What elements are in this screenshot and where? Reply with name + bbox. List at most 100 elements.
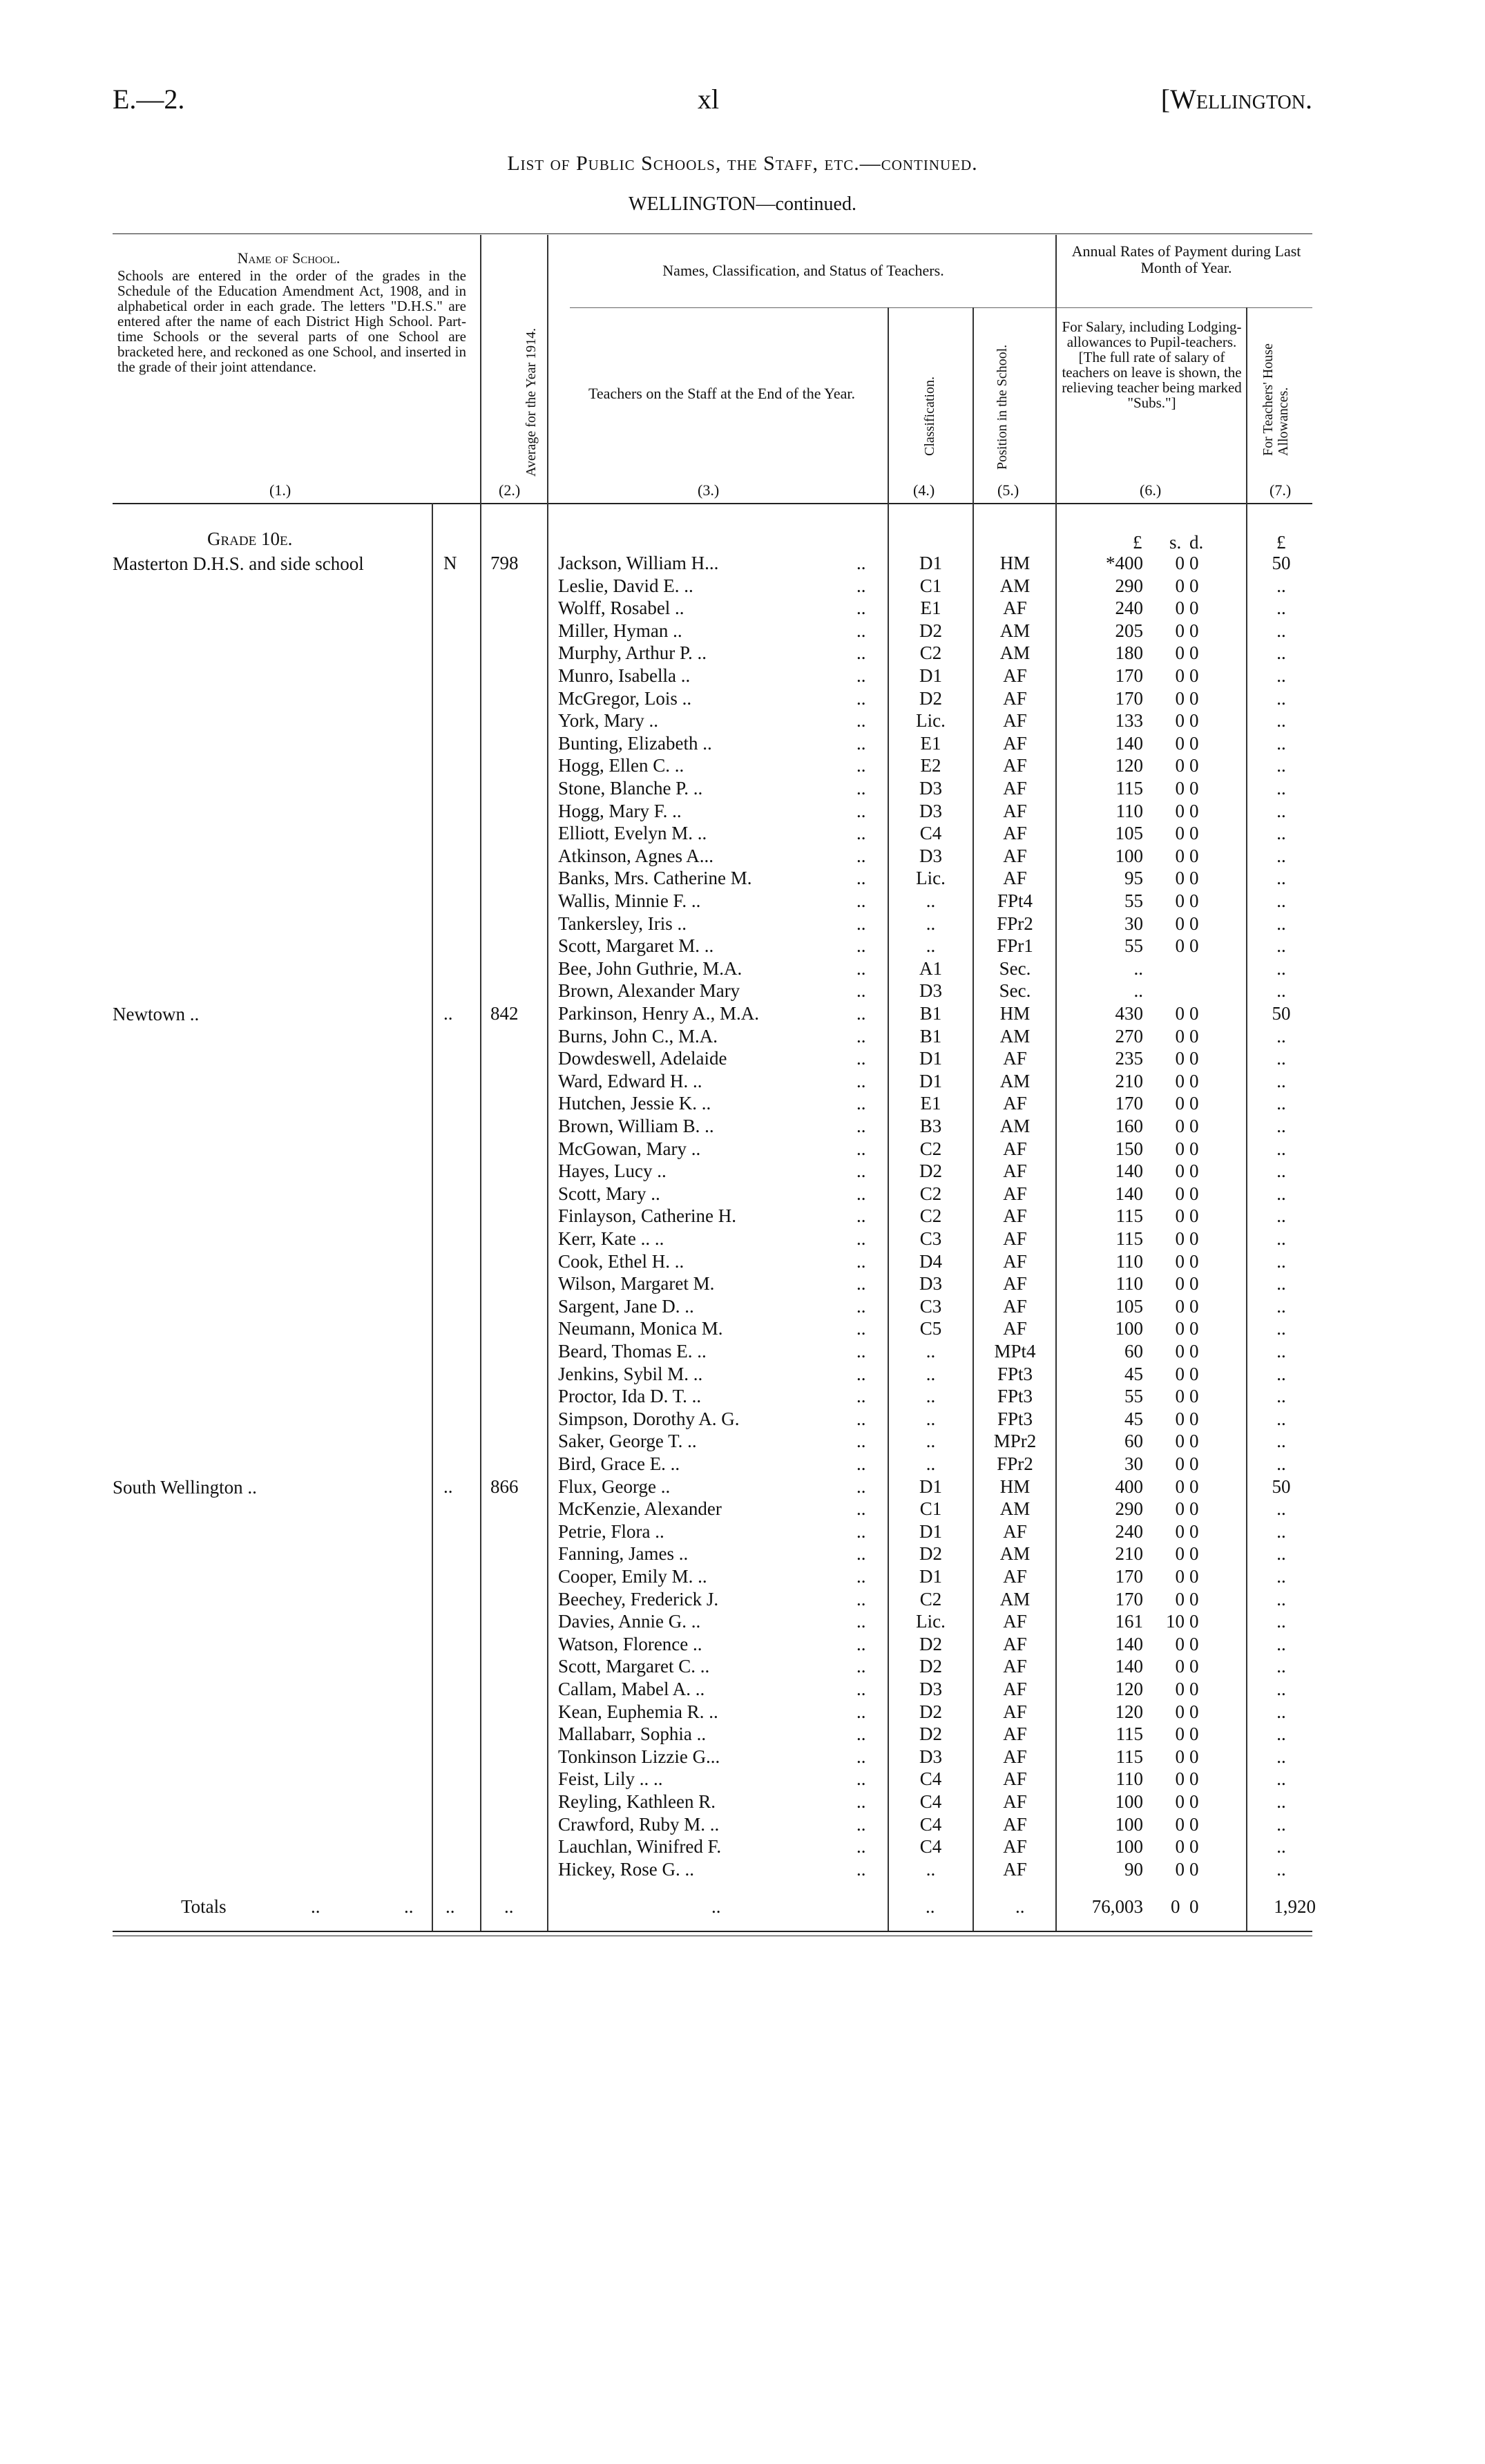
salary-pence: 0 — [1189, 1588, 1199, 1610]
teacher-name: Burns, John C., M.A. — [558, 1025, 718, 1047]
salary-pounds: 100 — [1115, 1813, 1144, 1835]
teacher-name: Wolff, Rosabel .. — [558, 598, 684, 619]
house-allowance: .. — [1276, 1656, 1286, 1677]
salary-pounds: 120 — [1115, 1679, 1144, 1699]
salary-shillings: 0 — [1175, 1205, 1185, 1227]
salary-shillings: 0 — [1175, 710, 1185, 732]
teacher-position: FPr2 — [997, 1453, 1033, 1474]
house-allowance: .. — [1276, 823, 1286, 844]
leader-dots: .. — [856, 1566, 866, 1587]
salary-pence: 0 — [1189, 1116, 1199, 1136]
salary-shillings: 0 — [1175, 642, 1185, 664]
leader-dots: .. — [856, 1205, 866, 1227]
teacher-position: AF — [1003, 1295, 1027, 1317]
salary-shillings: 0 — [1175, 890, 1185, 911]
teacher-classification: D1 — [919, 1048, 942, 1069]
teacher-position: FPt3 — [997, 1386, 1033, 1407]
salary-pounds: 240 — [1115, 1520, 1144, 1542]
salary-pence: 0 — [1189, 1295, 1199, 1317]
teacher-position: AF — [1003, 1746, 1027, 1767]
leader-dots: .. — [856, 1498, 866, 1520]
house-allowance: 50 — [1272, 1475, 1291, 1497]
teacher-name: Kean, Euphemia R. .. — [558, 1701, 718, 1722]
salary-pence: 0 — [1189, 575, 1199, 596]
salary-pence: 0 — [1189, 1386, 1199, 1407]
teacher-position: AF — [1003, 1633, 1027, 1654]
totals-house: 1,920 — [1274, 1896, 1316, 1917]
salary-pounds: 105 — [1115, 823, 1144, 844]
salary-pence: 0 — [1189, 687, 1199, 709]
col6-num: (6.) — [1140, 481, 1162, 499]
salary-pence: 0 — [1189, 845, 1199, 866]
teacher-name: Callam, Mabel A. .. — [558, 1679, 705, 1699]
salary-pounds: 240 — [1115, 598, 1144, 619]
salary-pence: 0 — [1189, 1656, 1199, 1677]
unit-shillings: s. — [1169, 532, 1182, 553]
house-allowance: .. — [1276, 1858, 1286, 1880]
teacher-classification: D2 — [919, 1701, 942, 1722]
salary-shillings: 0 — [1175, 1813, 1185, 1835]
salary-pence: 0 — [1189, 1048, 1199, 1069]
salary-pounds: 205 — [1115, 620, 1144, 641]
teacher-name: Beechey, Frederick J. — [558, 1588, 719, 1610]
salary-pence: 0 — [1189, 1498, 1199, 1520]
teacher-name: McKenzie, Alexander — [558, 1498, 722, 1520]
teacher-classification: D3 — [919, 1746, 942, 1767]
salary-shillings: 0 — [1175, 1341, 1185, 1362]
teacher-name: Feist, Lily .. .. — [558, 1768, 663, 1790]
page-number: xl — [698, 84, 720, 115]
salary-shillings: 0 — [1175, 575, 1185, 596]
salary-pence: 0 — [1189, 665, 1199, 686]
totals-leader: .. — [311, 1896, 320, 1917]
column-rule — [480, 235, 481, 1931]
unit-pence: d. — [1189, 532, 1204, 553]
salary-pence: 0 — [1189, 642, 1199, 664]
leader-dots: .. — [856, 687, 866, 709]
salary-pence: 0 — [1189, 1318, 1199, 1339]
house-allowance: .. — [1276, 1228, 1286, 1249]
leader-dots: .. — [856, 1701, 866, 1722]
salary-pounds: 115 — [1115, 1228, 1144, 1249]
teacher-name: Hayes, Lucy .. — [558, 1161, 667, 1182]
salary-shillings: 0 — [1175, 553, 1185, 573]
teacher-position: AF — [1003, 868, 1027, 889]
page-code: E.—2. — [113, 84, 185, 115]
teacher-position: AF — [1003, 1858, 1027, 1880]
salary-pounds: *400 — [1106, 553, 1143, 573]
teacher-classification: C2 — [919, 1183, 942, 1204]
salary-pence: 0 — [1189, 935, 1199, 957]
teacher-name: Bunting, Elizabeth .. — [558, 732, 712, 754]
teacher-position: AM — [999, 1116, 1031, 1136]
totals-label: Totals — [181, 1896, 227, 1917]
teacher-name: Scott, Mary .. — [558, 1183, 660, 1204]
salary-pence: 0 — [1189, 1228, 1199, 1249]
teacher-position: AF — [1003, 1520, 1027, 1542]
house-allowance: .. — [1276, 1363, 1286, 1384]
salary-shillings: 0 — [1175, 1656, 1185, 1677]
totals-avg: .. — [504, 1896, 514, 1917]
salary-pounds: 170 — [1115, 1566, 1144, 1587]
salary-pence: 0 — [1189, 1138, 1199, 1159]
salary-shillings: 0 — [1175, 1116, 1185, 1136]
col7-num: (7.) — [1270, 481, 1292, 499]
salary-shillings: 0 — [1175, 1791, 1185, 1812]
salary-pence: 0 — [1189, 1093, 1199, 1114]
salary-pence: 0 — [1189, 1363, 1199, 1384]
teacher-name: Elliott, Evelyn M. .. — [558, 823, 707, 844]
salary-pence: 0 — [1189, 1701, 1199, 1722]
header-sub-rule — [570, 307, 1312, 308]
column-rule — [1055, 235, 1057, 1931]
teacher-classification: .. — [926, 1363, 936, 1384]
salary-shillings: 0 — [1175, 1836, 1185, 1857]
teacher-name: Brown, Alexander Mary — [558, 980, 740, 1002]
teacher-name: Mallabarr, Sophia .. — [558, 1723, 707, 1745]
leader-dots: .. — [856, 1768, 866, 1790]
salary-pounds: 110 — [1115, 1273, 1144, 1295]
teacher-classification: B3 — [919, 1116, 942, 1136]
leader-dots: .. — [856, 913, 866, 934]
house-allowance: .. — [1276, 687, 1286, 709]
teacher-position: AF — [1003, 1273, 1027, 1295]
salary-pounds: 170 — [1115, 665, 1144, 686]
salary-pounds: .. — [1133, 980, 1144, 1002]
leader-dots: .. — [856, 1318, 866, 1339]
